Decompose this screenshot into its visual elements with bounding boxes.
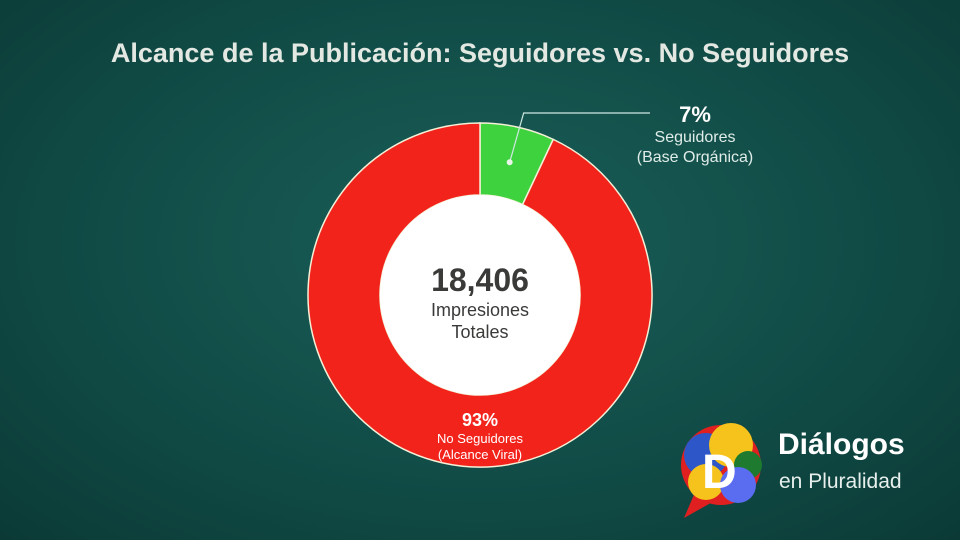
followers-percent: 7%: [679, 102, 711, 127]
non-followers-name: No Seguidores: [437, 431, 523, 446]
center-total: 18,406 Impresiones Totales: [380, 262, 580, 343]
total-impressions-value: 18,406: [431, 262, 529, 298]
non-followers-percent: 93%: [461, 410, 499, 430]
chart-title: Alcance de la Publicación: Seguidores vs…: [110, 38, 850, 68]
followers-leader-dot: [506, 159, 513, 166]
brand-name: Diálogos: [778, 428, 905, 461]
total-label-line1: Impresiones: [430, 300, 530, 320]
brand-tagline: en Pluralidad: [779, 470, 902, 493]
brand-logo-icon: D: [681, 423, 762, 518]
total-label-line2: Totales: [451, 322, 509, 342]
non-followers-label: 93% No Seguidores (Alcance Viral): [400, 410, 560, 463]
non-followers-detail: (Alcance Viral): [437, 447, 523, 462]
logo-letter: D: [702, 446, 737, 499]
donut-hole: [380, 195, 580, 395]
followers-leader-line: [509, 112, 650, 163]
followers-name: Seguidores: [654, 129, 736, 146]
followers-detail: (Base Orgánica): [636, 149, 754, 166]
followers-label: 7% Seguidores (Base Orgánica): [600, 102, 790, 168]
